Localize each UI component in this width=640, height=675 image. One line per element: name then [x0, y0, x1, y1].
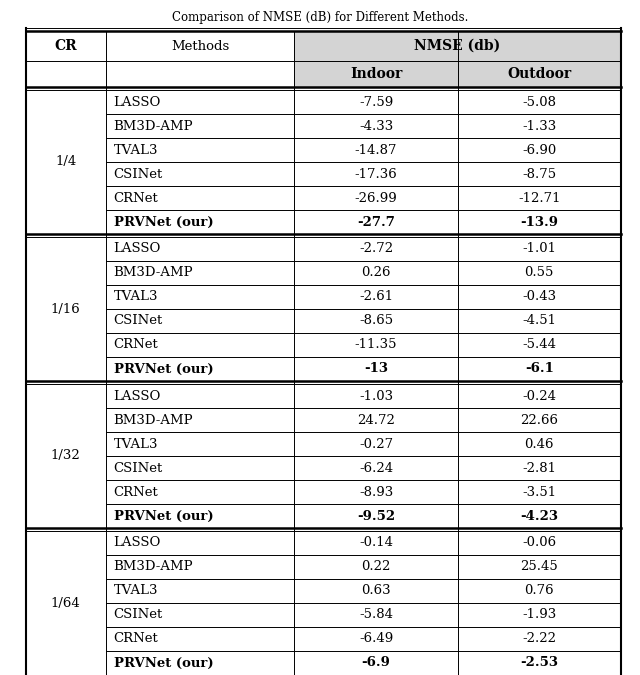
Text: NMSE (db): NMSE (db): [415, 39, 500, 53]
Text: 0.22: 0.22: [362, 560, 390, 574]
Text: 1/16: 1/16: [51, 302, 81, 315]
Text: -26.99: -26.99: [355, 192, 397, 205]
Text: BM3D-AMP: BM3D-AMP: [114, 560, 193, 574]
Text: BM3D-AMP: BM3D-AMP: [114, 267, 193, 279]
Text: 24.72: 24.72: [357, 414, 395, 427]
Text: -6.1: -6.1: [525, 362, 554, 375]
Text: 1/64: 1/64: [51, 597, 81, 610]
Text: LASSO: LASSO: [114, 537, 161, 549]
Text: TVAL3: TVAL3: [114, 290, 158, 304]
Text: 1/32: 1/32: [51, 450, 81, 462]
Text: -17.36: -17.36: [355, 167, 397, 180]
Text: Outdoor: Outdoor: [507, 67, 572, 81]
Text: -4.33: -4.33: [359, 119, 393, 132]
Text: CSINet: CSINet: [114, 315, 163, 327]
Text: Indoor: Indoor: [350, 67, 402, 81]
Text: -13.9: -13.9: [520, 215, 558, 229]
Text: 0.26: 0.26: [361, 267, 391, 279]
Text: -11.35: -11.35: [355, 338, 397, 352]
Text: -8.93: -8.93: [359, 485, 393, 499]
Text: Methods: Methods: [171, 40, 229, 53]
Text: CRNet: CRNet: [114, 338, 158, 352]
Text: LASSO: LASSO: [114, 389, 161, 402]
Text: -1.01: -1.01: [522, 242, 556, 256]
Text: PRVNet (our): PRVNet (our): [114, 362, 213, 375]
Text: -0.14: -0.14: [359, 537, 393, 549]
Text: CRNet: CRNet: [114, 632, 158, 645]
Text: -0.27: -0.27: [359, 437, 393, 450]
Text: PRVNet (our): PRVNet (our): [114, 215, 213, 229]
Text: -1.93: -1.93: [522, 608, 556, 622]
Text: -4.51: -4.51: [522, 315, 556, 327]
Bar: [294, 31, 621, 61]
Text: -6.9: -6.9: [362, 657, 390, 670]
Text: -5.08: -5.08: [522, 95, 556, 109]
Text: -3.51: -3.51: [522, 485, 556, 499]
Text: PRVNet (our): PRVNet (our): [114, 510, 213, 522]
Text: -4.23: -4.23: [520, 510, 558, 522]
Text: -9.52: -9.52: [357, 510, 395, 522]
Text: -6.90: -6.90: [522, 144, 556, 157]
Text: LASSO: LASSO: [114, 242, 161, 256]
Text: CSINet: CSINet: [114, 462, 163, 475]
Text: -2.81: -2.81: [522, 462, 556, 475]
Text: 0.76: 0.76: [524, 585, 554, 597]
Text: -7.59: -7.59: [359, 95, 393, 109]
Text: CSINet: CSINet: [114, 167, 163, 180]
Text: 22.66: 22.66: [520, 414, 558, 427]
Text: PRVNet (our): PRVNet (our): [114, 657, 213, 670]
Text: -2.22: -2.22: [522, 632, 556, 645]
Text: CR: CR: [54, 39, 77, 53]
Text: -0.06: -0.06: [522, 537, 556, 549]
Text: -5.44: -5.44: [522, 338, 556, 352]
Bar: [458, 61, 621, 87]
Text: -2.72: -2.72: [359, 242, 393, 256]
Text: BM3D-AMP: BM3D-AMP: [114, 119, 193, 132]
Text: -12.71: -12.71: [518, 192, 561, 205]
Text: CRNet: CRNet: [114, 485, 158, 499]
Text: -6.24: -6.24: [359, 462, 393, 475]
Text: -27.7: -27.7: [357, 215, 395, 229]
Text: Comparison of NMSE (dB) for Different Methods.: Comparison of NMSE (dB) for Different Me…: [172, 11, 468, 24]
Text: -2.61: -2.61: [359, 290, 393, 304]
Text: TVAL3: TVAL3: [114, 585, 158, 597]
Text: 0.63: 0.63: [361, 585, 391, 597]
Text: -1.33: -1.33: [522, 119, 556, 132]
Text: -2.53: -2.53: [520, 657, 558, 670]
Text: -8.75: -8.75: [522, 167, 556, 180]
Text: 0.46: 0.46: [524, 437, 554, 450]
Text: -6.49: -6.49: [359, 632, 393, 645]
Text: CSINet: CSINet: [114, 608, 163, 622]
Text: -14.87: -14.87: [355, 144, 397, 157]
Text: CRNet: CRNet: [114, 192, 158, 205]
Text: 0.55: 0.55: [525, 267, 554, 279]
Text: BM3D-AMP: BM3D-AMP: [114, 414, 193, 427]
Text: -0.43: -0.43: [522, 290, 556, 304]
Text: -13: -13: [364, 362, 388, 375]
Text: -8.65: -8.65: [359, 315, 393, 327]
Text: -0.24: -0.24: [522, 389, 556, 402]
Text: TVAL3: TVAL3: [114, 144, 158, 157]
Text: TVAL3: TVAL3: [114, 437, 158, 450]
Text: 1/4: 1/4: [55, 155, 76, 169]
Bar: [294, 61, 458, 87]
Text: -1.03: -1.03: [359, 389, 393, 402]
Text: -5.84: -5.84: [359, 608, 393, 622]
Text: LASSO: LASSO: [114, 95, 161, 109]
Text: 25.45: 25.45: [520, 560, 558, 574]
